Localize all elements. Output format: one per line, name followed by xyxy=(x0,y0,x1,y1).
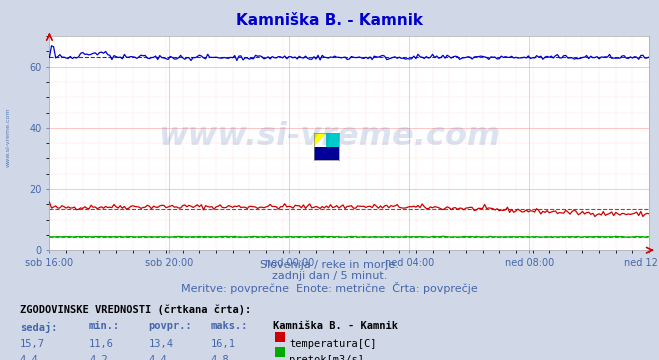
Text: povpr.:: povpr.: xyxy=(148,321,192,332)
Text: 13,4: 13,4 xyxy=(148,339,173,350)
Text: ZGODOVINSKE VREDNOSTI (črtkana črta):: ZGODOVINSKE VREDNOSTI (črtkana črta): xyxy=(20,304,251,315)
Text: www.si-vreme.com: www.si-vreme.com xyxy=(158,121,501,152)
Text: maks.:: maks.: xyxy=(211,321,248,332)
Polygon shape xyxy=(314,147,339,160)
Text: 4,4: 4,4 xyxy=(20,355,38,360)
Text: Kamniška B. - Kamnik: Kamniška B. - Kamnik xyxy=(236,13,423,28)
Text: 11,6: 11,6 xyxy=(89,339,114,350)
Text: min.:: min.: xyxy=(89,321,120,332)
Text: www.si-vreme.com: www.si-vreme.com xyxy=(6,107,11,167)
Text: 4,4: 4,4 xyxy=(148,355,167,360)
Text: sedaj:: sedaj: xyxy=(20,321,57,333)
Text: zadnji dan / 5 minut.: zadnji dan / 5 minut. xyxy=(272,271,387,281)
Text: 15,7: 15,7 xyxy=(20,339,45,350)
Text: Meritve: povprečne  Enote: metrične  Črta: povprečje: Meritve: povprečne Enote: metrične Črta:… xyxy=(181,282,478,293)
Text: pretok[m3/s]: pretok[m3/s] xyxy=(289,355,364,360)
Polygon shape xyxy=(326,133,339,147)
Text: Slovenija / reke in morje.: Slovenija / reke in morje. xyxy=(260,260,399,270)
Text: 16,1: 16,1 xyxy=(211,339,236,350)
Text: 4,2: 4,2 xyxy=(89,355,107,360)
Text: 4,8: 4,8 xyxy=(211,355,229,360)
Text: temperatura[C]: temperatura[C] xyxy=(289,339,377,350)
Text: Kamniška B. - Kamnik: Kamniška B. - Kamnik xyxy=(273,321,399,332)
Polygon shape xyxy=(314,133,326,147)
